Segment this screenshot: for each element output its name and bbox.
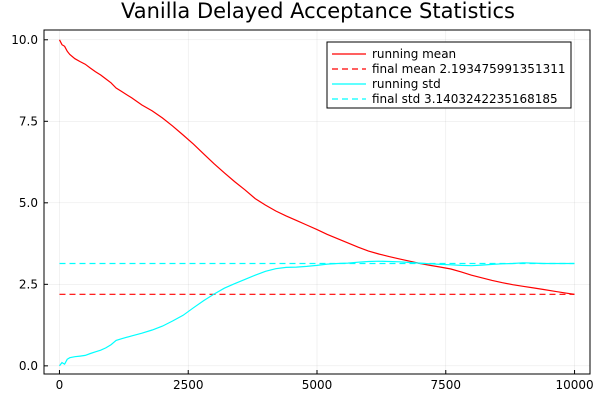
- legend-label: running mean: [372, 47, 456, 61]
- y-tick-label: 7.5: [19, 114, 38, 128]
- y-tick-label: 5.0: [19, 196, 38, 210]
- legend-box: [326, 41, 572, 109]
- grid-layer: [44, 30, 590, 374]
- y-axis-ticks: 0.0 2.5 5.0 7.5 10.0: [11, 33, 48, 373]
- series-layer: [58, 39, 575, 367]
- y-tick-label: 0.0: [19, 359, 38, 373]
- legend-label: final std 3.1403242235168185: [372, 92, 558, 106]
- chart-title: Vanilla Delayed Acceptance Statistics: [121, 0, 515, 23]
- series-line-0: [58, 39, 575, 295]
- x-tick-label: 10000: [555, 378, 593, 392]
- x-tick-label: 0: [56, 378, 64, 392]
- legend-label: running std: [372, 77, 441, 91]
- y-tick-label: 2.5: [19, 277, 38, 291]
- legend-label: final mean 2.193475991351311: [372, 62, 565, 76]
- x-axis-ticks: 0 2500 5000 7500 10000: [56, 370, 594, 392]
- series-line-2: [59, 260, 575, 367]
- x-tick-label: 5000: [302, 378, 333, 392]
- x-tick-label: 2500: [173, 378, 204, 392]
- y-tick-label: 10.0: [11, 33, 38, 47]
- x-tick-label: 7500: [431, 378, 462, 392]
